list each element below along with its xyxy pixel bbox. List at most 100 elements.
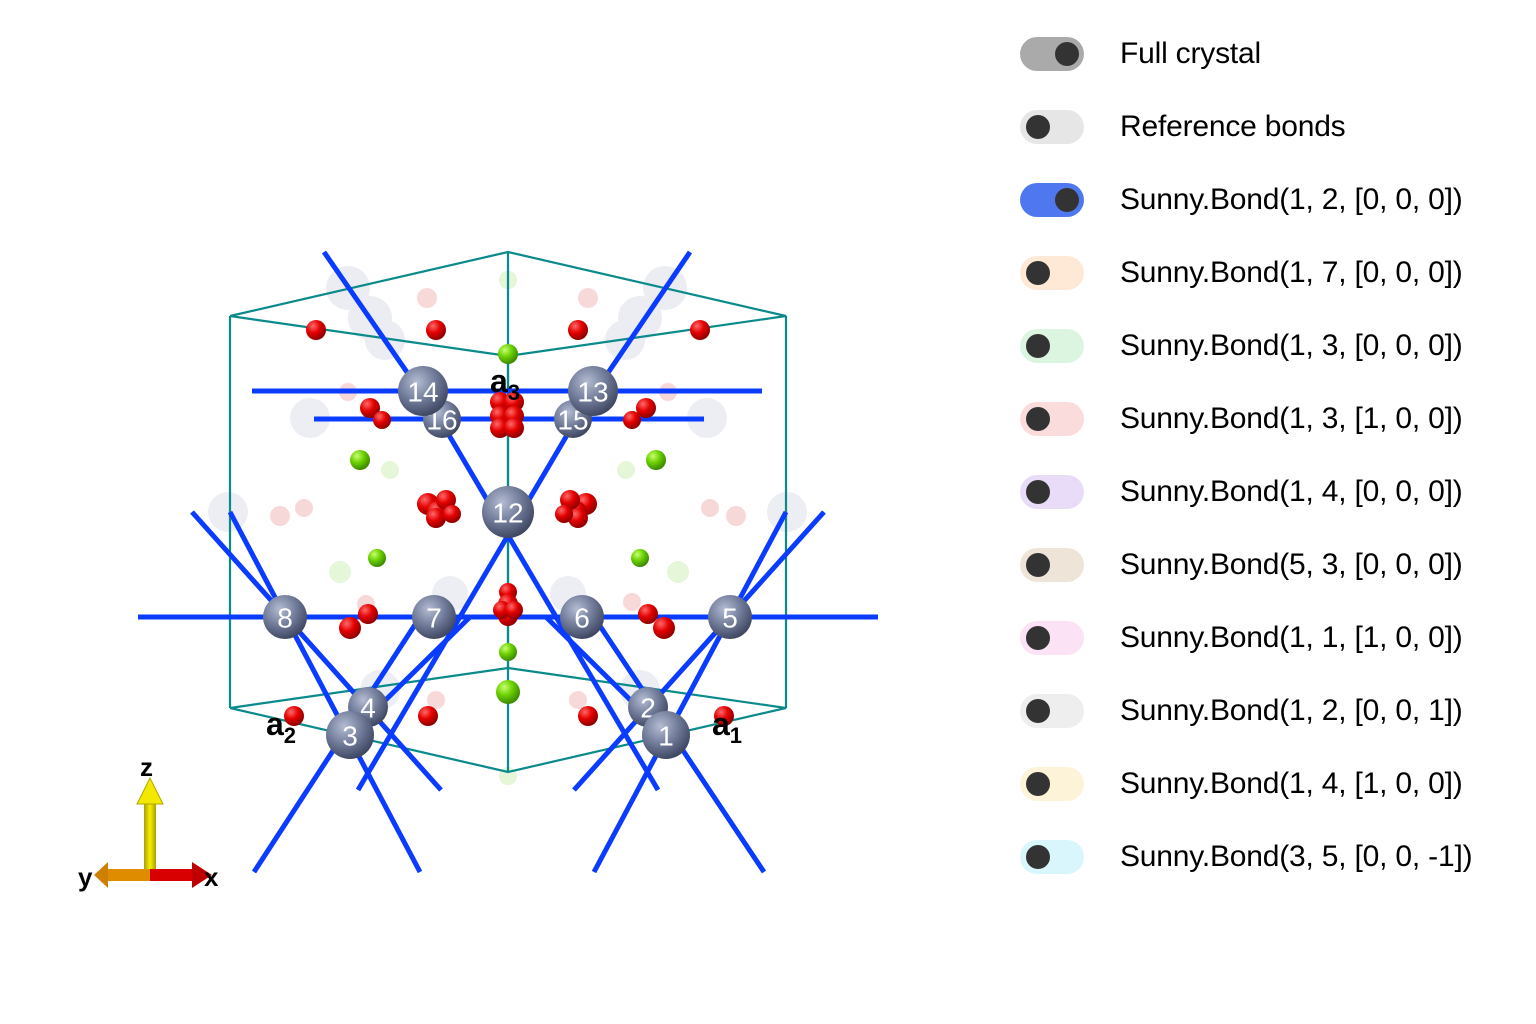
oxygen-atom: [690, 320, 710, 340]
toggle-switch[interactable]: [1020, 256, 1084, 290]
a2-label: a2: [266, 706, 296, 748]
atom-site: 12: [482, 486, 534, 538]
oxygen-atom: [560, 490, 580, 510]
oxygen-atom: [623, 411, 641, 429]
toggle-knob: [1055, 42, 1079, 66]
oxygen-atom: [426, 508, 446, 528]
green-atom: [496, 680, 520, 704]
oxygen-atom: [373, 411, 391, 429]
atom-sphere: [412, 595, 456, 639]
toggle-knob: [1026, 261, 1050, 285]
atom-label: 1: [658, 721, 674, 752]
oxygen-atom: [443, 505, 461, 523]
toggle-knob: [1026, 772, 1050, 796]
legend-toggle-item[interactable]: Sunny.Bond(1, 3, [0, 0, 0]): [1020, 322, 1463, 370]
toggle-switch[interactable]: [1020, 767, 1084, 801]
ghost-oxygens: [270, 288, 746, 709]
oxygen-atom: [653, 617, 675, 639]
atom-site: 5: [708, 595, 752, 639]
toggle-knob: [1026, 115, 1050, 139]
atom-site: 1: [642, 711, 690, 759]
atom-label: 6: [574, 603, 590, 634]
crystal-viewer[interactable]: 16151413910111287654231 a1 a2 a3 z x y: [0, 0, 1000, 1024]
legend-toggle-item[interactable]: Sunny.Bond(1, 3, [1, 0, 0]): [1020, 395, 1463, 443]
atom-label: 7: [426, 603, 442, 634]
axis-y-label: y: [78, 862, 93, 892]
legend-label: Sunny.Bond(3, 5, [0, 0, -1]): [1120, 840, 1473, 873]
legend-toggle-item[interactable]: Sunny.Bond(1, 4, [1, 0, 0]): [1020, 760, 1463, 808]
atom-sphere: [263, 595, 307, 639]
toggle-switch[interactable]: [1020, 402, 1084, 436]
toggle-switch[interactable]: [1020, 329, 1084, 363]
toggle-knob: [1026, 626, 1050, 650]
atom-label: 3: [342, 721, 358, 752]
atom-sphere: [568, 366, 618, 416]
a3-label: a3: [490, 363, 520, 405]
legend-toggle-item[interactable]: Sunny.Bond(1, 4, [0, 0, 0]): [1020, 468, 1463, 516]
toggle-switch[interactable]: [1020, 475, 1084, 509]
toggle-knob: [1026, 480, 1050, 504]
oxygen-atom: [358, 604, 378, 624]
legend-toggle-item[interactable]: Sunny.Bond(5, 3, [0, 0, 0]): [1020, 541, 1463, 589]
axis-x-label: x: [204, 862, 219, 892]
legend-label: Sunny.Bond(1, 7, [0, 0, 0]): [1120, 256, 1463, 289]
oxygen-atom: [504, 392, 524, 412]
atom-site: 3: [326, 711, 374, 759]
legend-label: Sunny.Bond(1, 2, [0, 0, 0]): [1120, 183, 1463, 216]
atom-site: 6: [560, 595, 604, 639]
bond-line: [190, 510, 443, 792]
axis-z-label: z: [140, 752, 153, 782]
bond-line: [572, 510, 826, 792]
oxygen-atom: [490, 418, 510, 438]
oxygen-atom: [436, 490, 456, 510]
atom-sphere: [642, 711, 690, 759]
atom-label: 12: [492, 498, 523, 529]
legend-toggle-item[interactable]: Reference bonds: [1020, 103, 1346, 151]
legend-toggle-item[interactable]: Full crystal: [1020, 30, 1261, 78]
legend-toggle-item[interactable]: Sunny.Bond(1, 2, [0, 0, 1]): [1020, 687, 1463, 735]
green-atom: [646, 450, 666, 470]
legend-label: Sunny.Bond(1, 1, [1, 0, 0]): [1120, 621, 1463, 654]
atom-sphere: [482, 486, 534, 538]
atom-label: 14: [407, 377, 438, 408]
oxygen-atom: [555, 505, 573, 523]
toggle-switch[interactable]: [1020, 37, 1084, 71]
green-atoms: [350, 344, 666, 704]
lattice-labels: a1 a2 a3: [266, 363, 742, 748]
atom-sphere: [560, 595, 604, 639]
atom-site: 13: [568, 366, 618, 416]
legend-toggle-item[interactable]: Sunny.Bond(3, 5, [0, 0, -1]): [1020, 833, 1473, 881]
legend-label: Sunny.Bond(1, 2, [0, 0, 1]): [1120, 694, 1463, 727]
legend-toggle-item[interactable]: Sunny.Bond(1, 1, [1, 0, 0]): [1020, 614, 1463, 662]
oxygen-atom: [636, 398, 656, 418]
toggle-switch[interactable]: [1020, 840, 1084, 874]
toggle-switch[interactable]: [1020, 548, 1084, 582]
oxygen-atom: [578, 706, 598, 726]
legend-label: Sunny.Bond(1, 3, [0, 0, 0]): [1120, 329, 1463, 362]
bond-line: [591, 510, 789, 874]
oxygen-atom: [418, 706, 438, 726]
toggle-knob: [1026, 334, 1050, 358]
legend-toggle-item[interactable]: Sunny.Bond(1, 7, [0, 0, 0]): [1020, 249, 1463, 297]
legend-label: Sunny.Bond(1, 4, [1, 0, 0]): [1120, 767, 1463, 800]
a1-label: a1: [712, 706, 742, 748]
oxygen-atom: [360, 398, 380, 418]
legend-label: Reference bonds: [1120, 110, 1346, 143]
atom-site: 8: [263, 595, 307, 639]
oxygen-atom: [504, 418, 524, 438]
toggle-switch[interactable]: [1020, 183, 1084, 217]
legend-label: Full crystal: [1120, 37, 1261, 70]
toggle-switch[interactable]: [1020, 694, 1084, 728]
oxygen-atom: [568, 508, 588, 528]
green-atom: [499, 643, 517, 661]
atom-site: 7: [412, 595, 456, 639]
green-atom: [368, 549, 386, 567]
legend-label: Sunny.Bond(1, 3, [1, 0, 0]): [1120, 402, 1463, 435]
toggle-switch[interactable]: [1020, 110, 1084, 144]
toggle-switch[interactable]: [1020, 621, 1084, 655]
legend-toggle-item[interactable]: Sunny.Bond(1, 2, [0, 0, 0]): [1020, 176, 1463, 224]
oxygen-atom: [714, 706, 734, 726]
oxygen-atom: [505, 601, 523, 619]
oxygen-atom: [284, 706, 304, 726]
oxygen-atom: [306, 320, 326, 340]
